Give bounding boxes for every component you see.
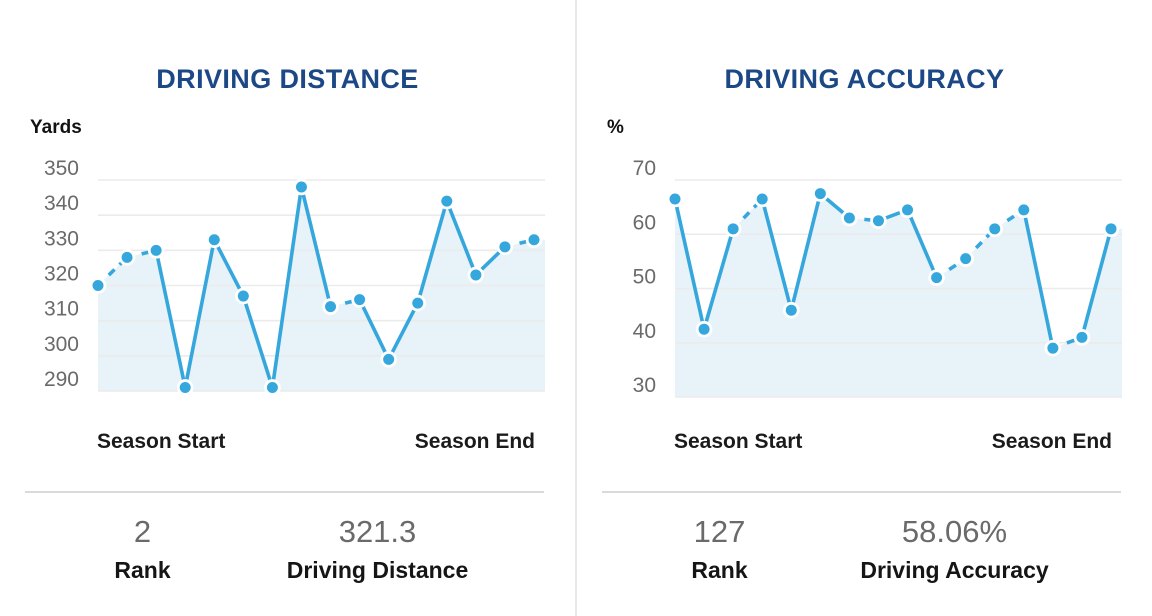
driving-distance-chart: 350 340 330 320 310 300 290 [44,157,545,396]
svg-text:300: 300 [44,333,79,356]
svg-text:70: 70 [633,157,656,180]
driving-accuracy-label: Driving Accuracy [860,556,1049,583]
rank-label: Rank [691,556,748,583]
stats-row: 2 Rank 321.3 Driving Distance [25,514,495,583]
rank-label: Rank [114,556,171,583]
x-axis-label-season-start: Season Start [97,430,226,453]
rank-stat: 127 Rank [602,514,837,583]
driving-accuracy-chart: 70 60 50 40 30 [633,157,1122,398]
driving-accuracy-stat: 58.06% Driving Accuracy [837,514,1072,583]
svg-text:290: 290 [44,368,79,391]
svg-text:40: 40 [633,320,656,343]
x-axis-labels: Season Start Season End [0,430,575,454]
chart-title-driving-accuracy: DRIVING ACCURACY [724,64,1005,95]
rank-value: 127 [693,514,746,549]
stats-row: 127 Rank 58.06% Driving Accuracy [602,514,1072,583]
driving-distance-label: Driving Distance [286,556,469,583]
svg-text:330: 330 [44,227,79,250]
rank-stat: 2 Rank [25,514,260,583]
svg-text:340: 340 [44,192,79,215]
y-axis-unit-label: % [607,117,624,138]
x-axis-label-season-start: Season Start [674,430,803,453]
card-divider [575,0,577,616]
driving-accuracy-card: 70 60 50 40 30 DRIVING ACCURACY % Season Sta… [577,0,1152,616]
driving-accuracy-value: 58.06% [901,514,1008,549]
x-axis-labels: Season Start Season End [577,430,1152,454]
y-axis-unit-label: Yards [30,117,82,138]
chart-title-driving-distance: DRIVING DISTANCE [156,64,419,95]
x-axis-label-season-end: Season End [991,430,1112,453]
svg-text:60: 60 [633,211,656,234]
svg-text:50: 50 [633,266,656,289]
svg-text:30: 30 [633,374,656,397]
svg-text:350: 350 [44,157,79,180]
stats-divider [25,491,544,493]
driving-distance-stat: 321.3 Driving Distance [260,514,495,583]
driving-distance-card: 350 340 330 320 310 300 290 DRIVING DISTANCE Y… [0,0,575,616]
svg-text:310: 310 [44,298,79,321]
x-axis-label-season-end: Season End [414,430,535,453]
stats-divider [602,491,1121,493]
svg-text:320: 320 [44,263,79,286]
rank-value: 2 [133,514,152,549]
driving-distance-value: 321.3 [338,514,417,549]
